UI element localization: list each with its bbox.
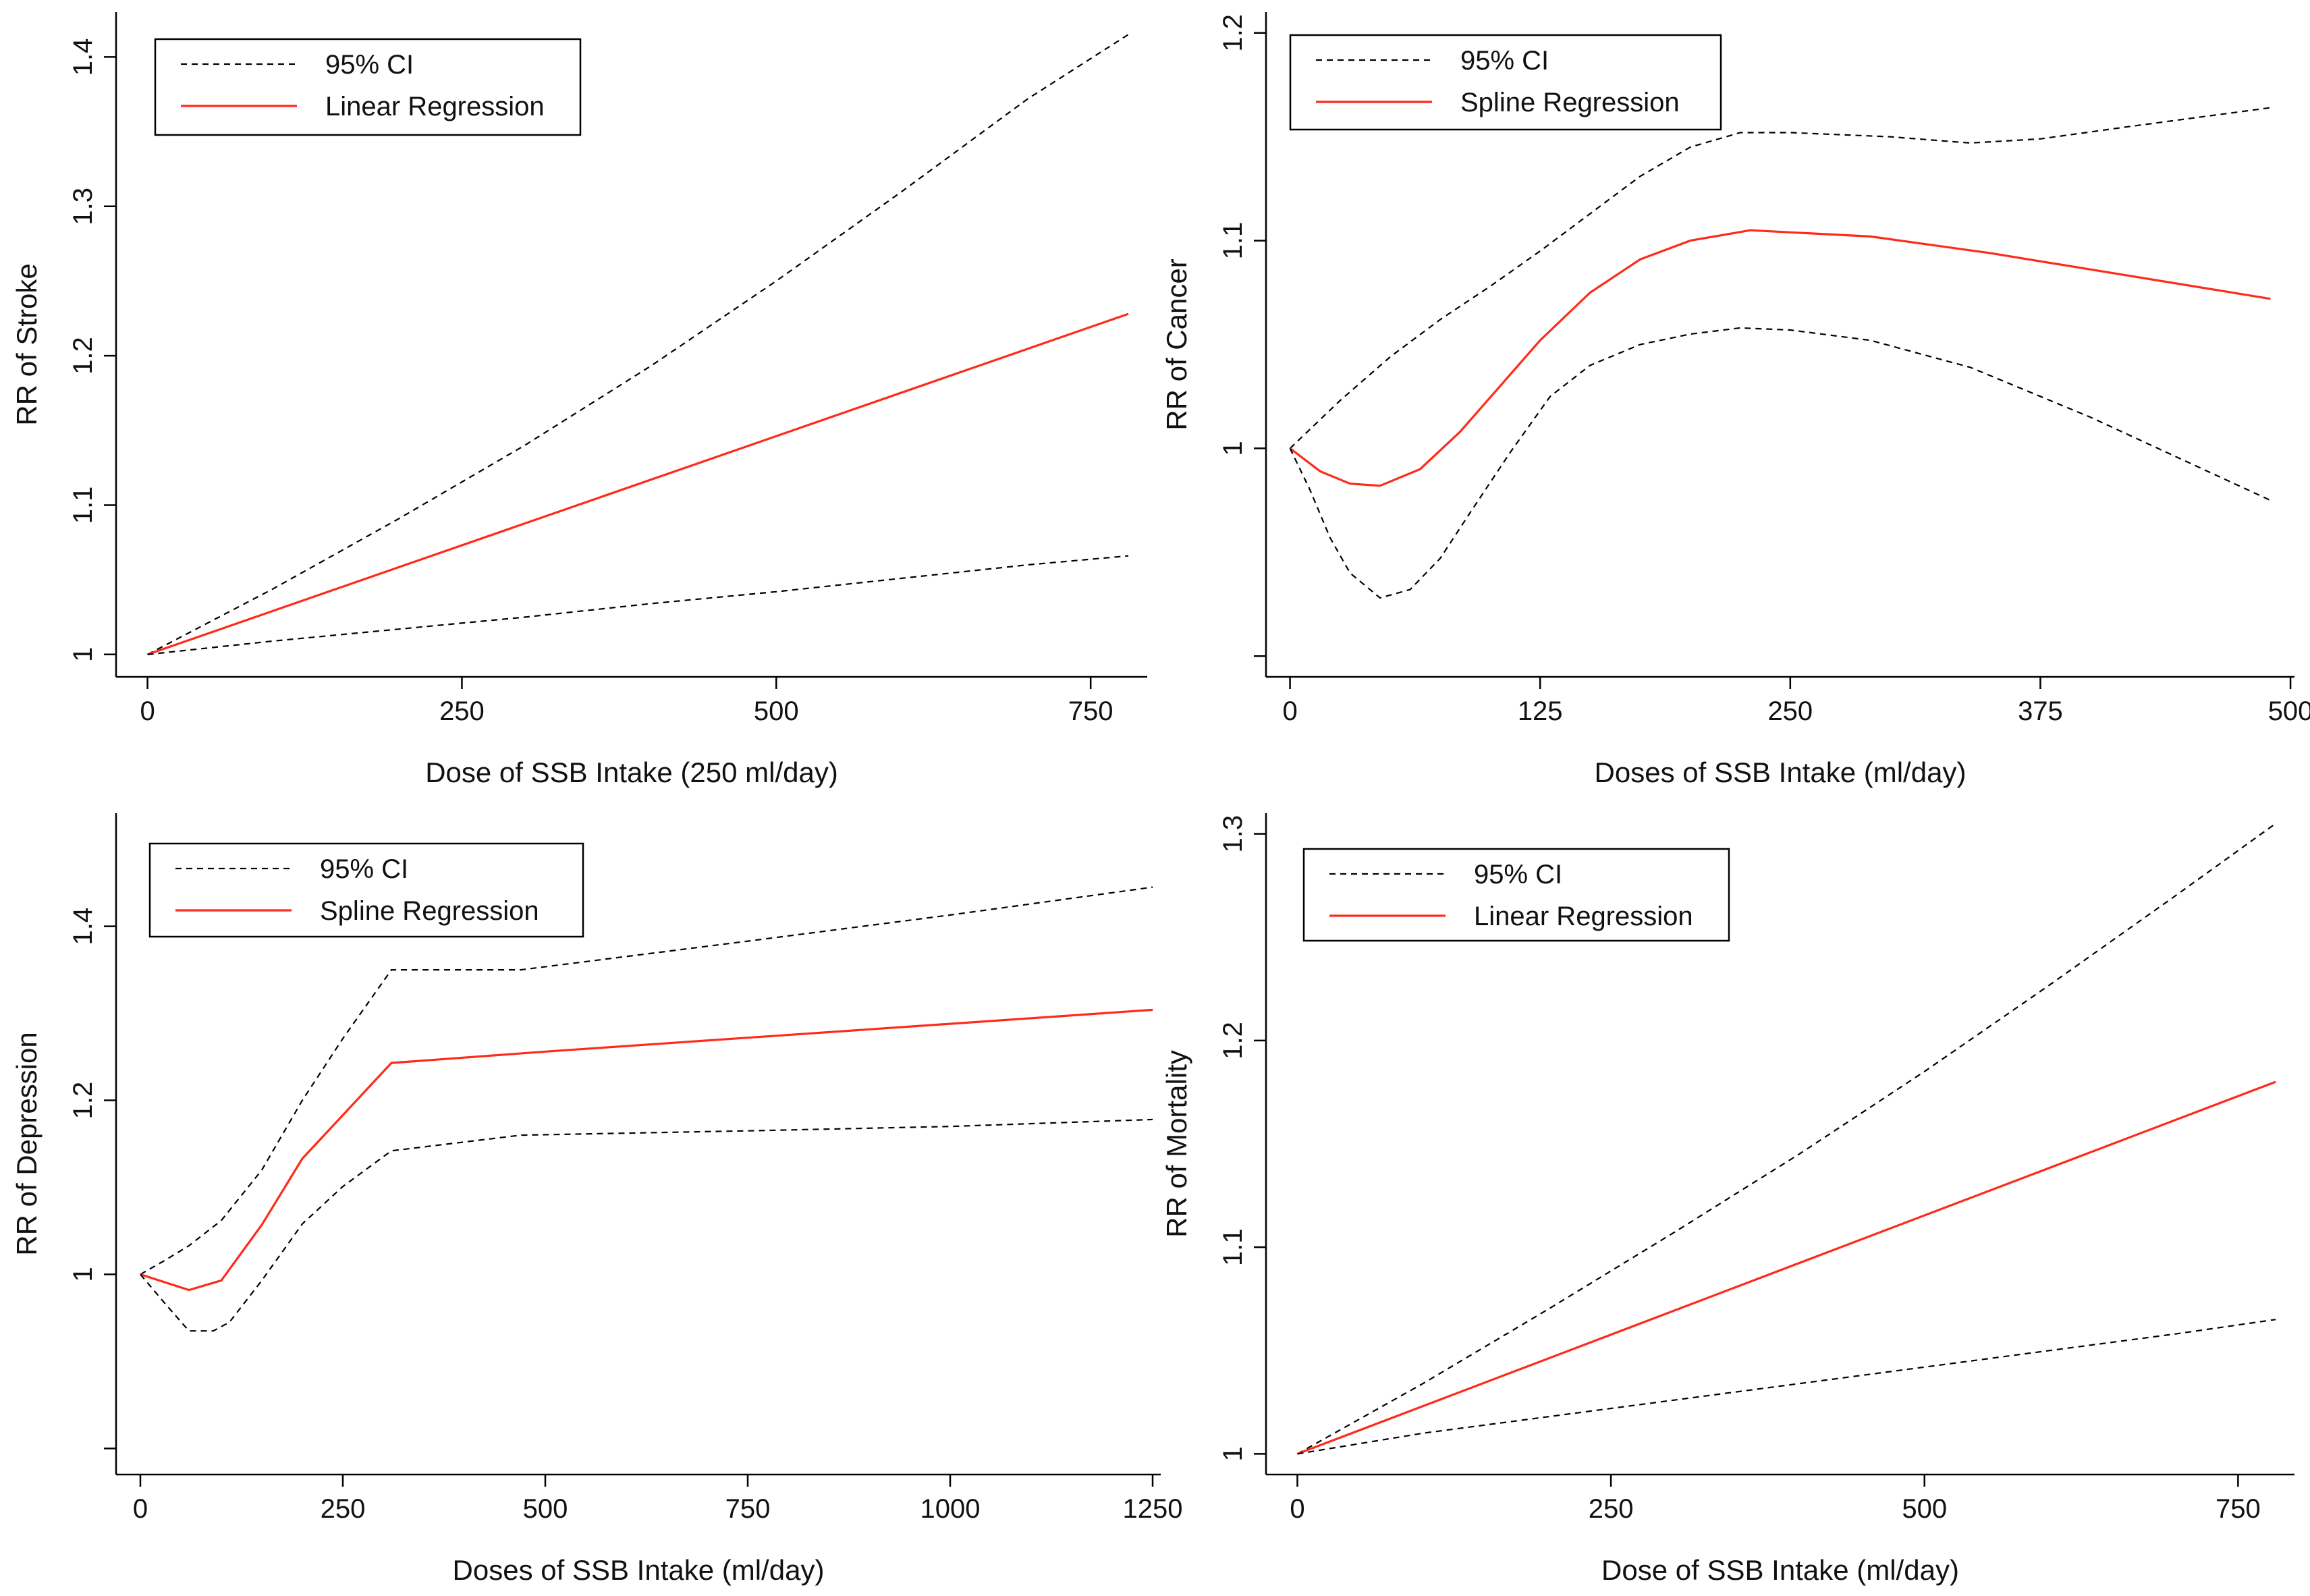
ci-lower-line — [1297, 1319, 2276, 1455]
y-tick-label: 1.2 — [68, 1082, 98, 1120]
y-axis-title: RR of Mortality — [1161, 1050, 1192, 1238]
regression-line — [140, 1008, 1153, 1292]
x-tick-label: 750 — [2216, 1494, 2261, 1524]
y-tick-label: 1 — [1218, 441, 1248, 456]
ci-upper-line — [1296, 823, 2276, 1455]
panel-cancer: 0 125 250 375 500 1 1.1 1.2 Doses of SSB Intake … — [1161, 12, 2310, 788]
legend-label: Linear Regression — [1474, 902, 1693, 931]
y-tick-label: 1.1 — [1218, 1228, 1248, 1266]
y-tick-label: 1 — [1218, 1446, 1248, 1461]
x-tick-label: 750 — [1068, 696, 1113, 726]
regression-line — [1296, 1080, 2276, 1455]
legend-box — [154, 38, 582, 136]
ci-lower-line — [140, 1118, 1153, 1332]
legend-label: Spline Regression — [1460, 88, 1680, 117]
y-tick-label: 1 — [68, 647, 98, 662]
y-tick-label: 1.3 — [1218, 815, 1248, 853]
x-tick-label: 0 — [140, 696, 155, 726]
x-tick-label: 500 — [754, 696, 799, 726]
x-tick-label: 250 — [1767, 696, 1813, 726]
x-tick-label: 375 — [2018, 696, 2063, 726]
legend-box — [1289, 34, 1722, 131]
regression-line — [1289, 229, 2271, 487]
y-tick-label: 1.2 — [68, 337, 98, 375]
y-tick-label: 1.1 — [68, 487, 98, 524]
y-tick-label: 1.2 — [1218, 14, 1248, 52]
legend-label: 95% CI — [320, 854, 408, 884]
legend-label: Spline Regression — [320, 896, 539, 926]
legend-label: 95% CI — [1460, 46, 1549, 76]
x-axis-title: Doses of SSB Intake (ml/day) — [453, 1554, 825, 1586]
x-tick-label: 0 — [133, 1494, 148, 1524]
ci-lower-line — [1289, 327, 2271, 599]
x-tick-label: 0 — [1282, 696, 1297, 726]
y-tick-label: 1.2 — [1218, 1022, 1248, 1060]
y-tick-label: 1.3 — [68, 188, 98, 225]
y-axis-title: RR of Stroke — [11, 263, 43, 425]
x-tick-label: 750 — [725, 1494, 771, 1524]
x-axis-title: Doses of SSB Intake (ml/day) — [1595, 756, 1967, 788]
legend-box — [148, 842, 584, 938]
legend-box — [1302, 848, 1730, 942]
y-tick-label: 1.4 — [68, 38, 98, 76]
x-tick-label: 250 — [439, 696, 485, 726]
x-tick-label: 1000 — [920, 1494, 981, 1524]
x-axis-title: Dose of SSB Intake (ml/day) — [1601, 1554, 1959, 1586]
y-tick-label: 1.4 — [68, 908, 98, 945]
legend-label: 95% CI — [1474, 860, 1562, 889]
y-tick-label: 1 — [68, 1267, 98, 1282]
ci-upper-line — [1289, 107, 2271, 449]
panel-stroke: 0 250 500 750 1 1.1 1.2 1.3 1.4 Dose of SSB Intak… — [11, 12, 1147, 788]
ci-lower-line — [147, 555, 1129, 655]
y-tick-label: 1.1 — [1218, 222, 1248, 260]
x-tick-label: 250 — [321, 1494, 366, 1524]
y-axis-title: RR of Cancer — [1161, 258, 1192, 430]
legend-label: 95% CI — [325, 50, 414, 80]
y-axis-title: RR of Depression — [11, 1032, 43, 1255]
x-tick-label: 125 — [1518, 696, 1563, 726]
x-tick-label: 500 — [1902, 1494, 1947, 1524]
x-tick-label: 0 — [1290, 1494, 1304, 1524]
x-tick-label: 500 — [523, 1494, 568, 1524]
x-tick-label: 1250 — [1123, 1494, 1183, 1524]
x-tick-label: 500 — [2268, 696, 2310, 726]
regression-line — [147, 312, 1129, 656]
x-axis-title: Dose of SSB Intake (250 ml/day) — [425, 756, 838, 788]
panel-mortality: 0 250 500 750 1 1.1 1.2 1.3 Dose of SSB Intake (… — [1161, 813, 2294, 1586]
ci-upper-line — [140, 886, 1153, 1275]
panel-depression: 0 250 500 750 1000 1250 1 1.2 1.4 Doses of SSB In… — [11, 813, 1182, 1586]
x-tick-label: 250 — [1589, 1494, 1634, 1524]
legend-label: Linear Regression — [325, 92, 545, 121]
